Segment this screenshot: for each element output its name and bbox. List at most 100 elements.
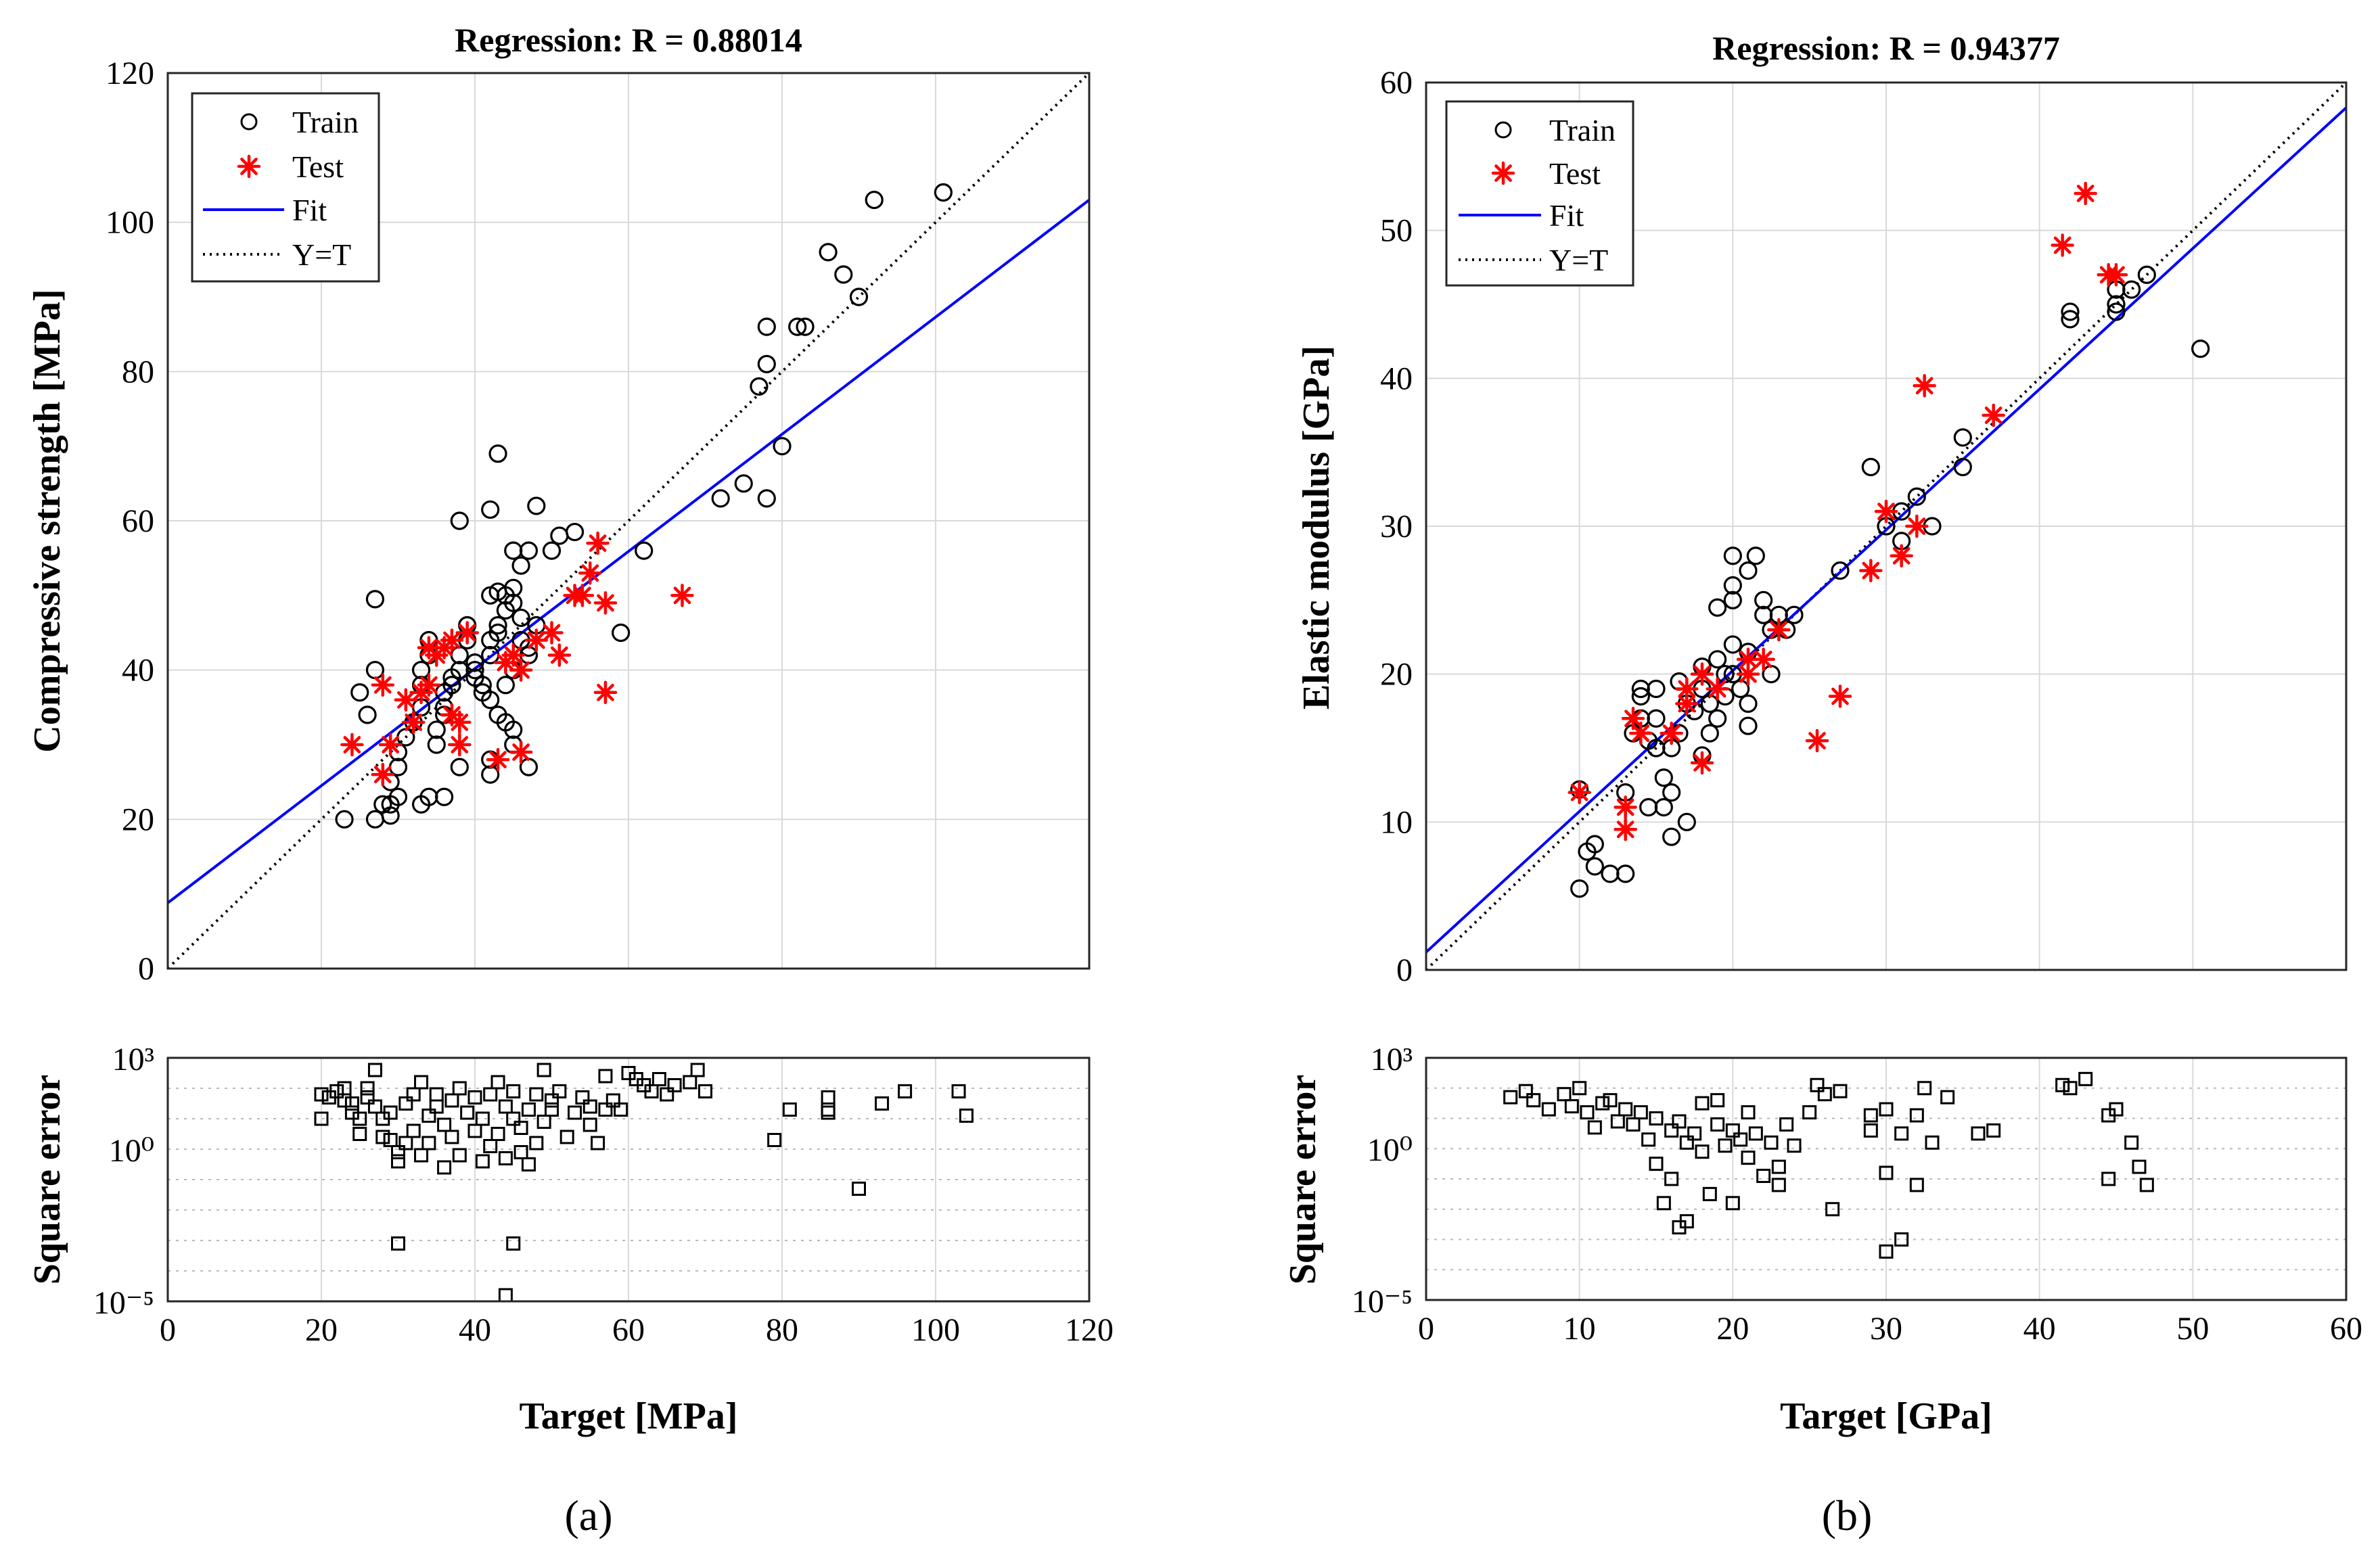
residual-point xyxy=(437,1160,452,1175)
test-point xyxy=(1567,781,1591,804)
chart-a-ytick: 100 xyxy=(106,205,154,241)
train-point xyxy=(1754,590,1773,609)
train-point xyxy=(1647,709,1666,728)
test-point-stroke xyxy=(420,676,438,694)
panel-b: Regression: R = 0.94377 0 10 20 30 40 50 60 El… xyxy=(1282,29,2362,1539)
test-point-stroke xyxy=(1693,754,1711,772)
residual-point xyxy=(951,1084,966,1098)
residual-point xyxy=(383,1133,398,1147)
residual-point xyxy=(498,1099,513,1114)
test-point xyxy=(455,621,479,645)
test-point xyxy=(547,643,572,667)
train-point xyxy=(635,541,654,560)
chart-a-residual-ytick-bottom: 10⁻⁵ xyxy=(93,1285,154,1321)
chart-a-plot-frame xyxy=(166,72,1091,970)
residual-point xyxy=(2063,1081,2078,1096)
residual-point xyxy=(421,1136,436,1151)
residual-point xyxy=(391,1154,405,1169)
residual-point xyxy=(414,1075,429,1090)
residual-point xyxy=(536,1063,551,1077)
residual-point xyxy=(1787,1138,1802,1153)
train-point xyxy=(734,474,753,493)
train-point xyxy=(550,526,569,545)
train-point xyxy=(819,243,838,262)
train-point xyxy=(1708,598,1727,617)
train-point xyxy=(750,377,769,396)
residual-point xyxy=(1564,1099,1579,1114)
residual-point xyxy=(1741,1105,1756,1120)
train-point xyxy=(1662,783,1681,802)
chart-a-legend: Train Test Fit Y=T xyxy=(191,92,380,283)
test-point-stroke xyxy=(343,736,361,753)
test-point xyxy=(371,673,395,697)
residual-point xyxy=(1580,1105,1595,1120)
test-point-stroke xyxy=(673,586,691,605)
residual-point xyxy=(1626,1117,1641,1132)
residual-point xyxy=(437,1117,452,1132)
residual-point xyxy=(545,1102,559,1117)
chart-b-residual-ytick-top: 10³ xyxy=(1371,1042,1413,1077)
residual-point xyxy=(1879,1244,1894,1259)
test-point-stroke xyxy=(373,766,392,783)
test-point xyxy=(578,561,602,585)
chart-b-xtick: 60 xyxy=(2330,1311,2362,1347)
residual-point xyxy=(875,1096,890,1111)
residual-point xyxy=(2109,1102,2124,1117)
test-point xyxy=(1874,499,1898,524)
panel-a: Regression: R = 0.88014 020406080100120 … xyxy=(26,21,1114,1539)
train-point xyxy=(519,541,539,560)
residual-point xyxy=(782,1102,797,1117)
chart-b-residual-ylabel: Square error xyxy=(1282,1075,1324,1285)
test-point-stroke xyxy=(373,676,392,694)
residual-point xyxy=(1695,1096,1710,1111)
train-point xyxy=(450,645,469,665)
test-point xyxy=(2051,233,2074,257)
residual-point xyxy=(1833,1084,1848,1098)
test-point xyxy=(1614,818,1637,841)
train-point xyxy=(2122,280,2141,299)
residual-point xyxy=(344,1096,359,1111)
residual-point xyxy=(1917,1081,1932,1096)
residual-point xyxy=(406,1087,421,1102)
train-point xyxy=(773,437,792,456)
test-point-stroke xyxy=(2107,266,2125,284)
chart-a-panel-label: (a) xyxy=(564,1491,612,1539)
residual-point xyxy=(452,1148,467,1163)
train-point xyxy=(1723,547,1742,565)
residual-point xyxy=(2132,1159,2147,1174)
residual-point xyxy=(1756,1169,1771,1184)
chart-b-legend-test-marker xyxy=(1491,161,1515,185)
test-point-stroke xyxy=(1892,547,1910,565)
chart-a-residual-points xyxy=(314,1063,974,1301)
test-point-stroke xyxy=(1984,406,2003,424)
chart-b-xtick: 40 xyxy=(2023,1311,2056,1347)
residual-point xyxy=(1557,1087,1572,1102)
test-point-stroke xyxy=(1915,377,1933,395)
residual-point xyxy=(1817,1087,1832,1102)
train-point xyxy=(481,645,500,665)
residual-point xyxy=(444,1130,459,1144)
train-point xyxy=(481,691,500,710)
test-point-stroke xyxy=(1739,665,1757,683)
chart-b-panel-label: (b) xyxy=(1822,1491,1873,1539)
residual-point xyxy=(1748,1126,1763,1141)
chart-a-legend-test-marker xyxy=(237,154,261,179)
test-point-stroke xyxy=(504,646,522,664)
train-point xyxy=(757,317,776,336)
test-point xyxy=(340,733,364,757)
residual-point xyxy=(1771,1159,1786,1174)
test-point xyxy=(1660,721,1683,745)
test-point-stroke xyxy=(597,683,614,701)
chart-a-title: Regression: R = 0.88014 xyxy=(455,21,802,59)
residual-point xyxy=(651,1072,666,1086)
test-point xyxy=(1752,647,1775,672)
chart-a-ytick: 80 xyxy=(122,354,154,390)
residual-point xyxy=(1733,1132,1748,1147)
test-point xyxy=(570,584,595,607)
test-point-stroke xyxy=(1678,680,1696,698)
residual-point xyxy=(2101,1171,2116,1186)
test-point-stroke xyxy=(1739,650,1757,668)
residual-point xyxy=(767,1133,782,1147)
train-point xyxy=(1601,864,1620,883)
chart-a-residual-y-ticks: 10³ 10⁰ 10⁻⁵ xyxy=(93,1042,154,1321)
